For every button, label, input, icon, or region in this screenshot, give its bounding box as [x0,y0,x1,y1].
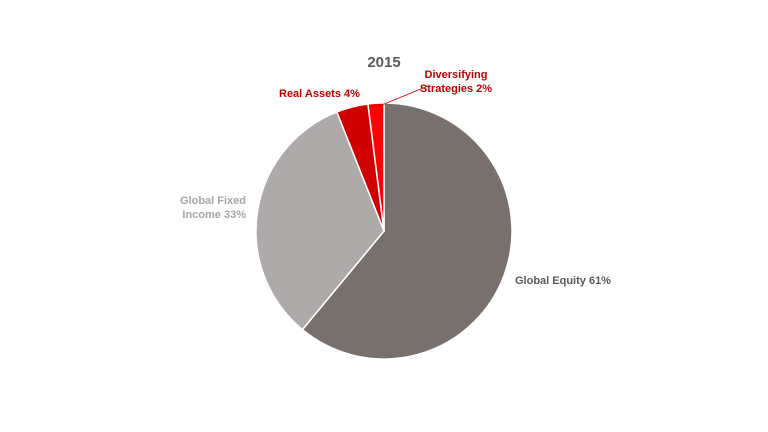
slice-label-global-fixed-income: Global Fixed Income 33% [166,194,246,222]
slice-label-global-fixed-income-line2: Income 33% [182,209,246,221]
slice-label-real-assets-text: Real Assets 4% [279,88,360,100]
pie-slice-global-equity [301,102,513,360]
slice-label-global-equity-text: Global Equity 61% [515,275,611,287]
slice-label-global-equity: Global Equity 61% [515,274,611,288]
leader-line-diversifying-strategies [376,85,429,108]
slice-label-real-assets: Real Assets 4% [279,87,360,101]
slice-label-diversifying-strategies-line1: Diversifying [424,69,488,81]
slice-label-diversifying-strategies-line2: Strategies 2% [419,83,493,95]
pie-slice-global-fixed-income [255,111,385,331]
pie-slice-diversifying-strategies [367,102,385,232]
slice-label-global-fixed-income-line1: Global Fixed [179,195,246,207]
slice-label-diversifying-strategies: Diversifying Strategies 2% [418,68,494,96]
chart-title: 2015 [367,54,401,71]
